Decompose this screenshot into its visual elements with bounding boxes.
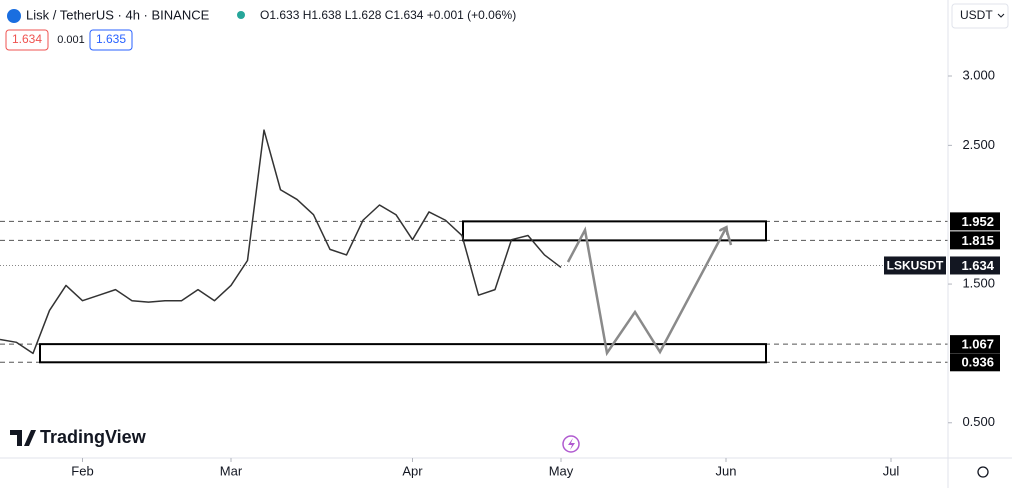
projection-arrow <box>566 228 726 357</box>
ask[interactable]: 1.635 <box>96 32 126 46</box>
events-bolt <box>568 438 575 450</box>
currency-dropdown[interactable] <box>951 3 1009 29</box>
settings-icon[interactable] <box>977 466 989 478</box>
x-tick-label: Feb <box>71 463 93 478</box>
level-label-box <box>950 353 1000 372</box>
level-label: 1.067 <box>961 337 994 352</box>
symbol-label-box <box>884 256 946 275</box>
y-tick-label: 3.000 <box>962 67 995 82</box>
price-line <box>0 129 562 355</box>
spread: 0.001 <box>57 34 85 46</box>
level-label-box <box>950 231 1000 250</box>
symbol-icon <box>7 9 21 23</box>
x-tick-label: May <box>549 463 574 478</box>
buy-box[interactable] <box>89 29 133 51</box>
x-tick-label: Apr <box>402 463 423 478</box>
dropdown-caret <box>997 13 1005 18</box>
x-tick-label: Mar <box>220 463 243 478</box>
level-label-box <box>950 212 1000 231</box>
zone-box <box>39 343 767 364</box>
last-price-box <box>950 256 1000 275</box>
x-tick-label: Jul <box>883 463 900 478</box>
logo-mark <box>10 430 36 446</box>
symbol-label: LSKUSDT <box>887 259 944 273</box>
sell-box[interactable] <box>5 29 49 51</box>
events-icon[interactable] <box>562 435 580 453</box>
y-tick-label: 1.500 <box>962 276 995 291</box>
plot-area <box>0 129 948 364</box>
level-label: 0.936 <box>961 355 994 370</box>
level-label: 1.952 <box>961 214 994 229</box>
zone-box <box>462 220 767 242</box>
ohlc: O1.633 H1.638 L1.628 C1.634 +0.001 (+0.0… <box>260 8 516 22</box>
market-status <box>237 11 245 19</box>
level-label-box <box>950 335 1000 354</box>
x-tick-label: Jun <box>716 463 737 478</box>
y-tick-label: 2.500 <box>962 137 995 152</box>
level-label: 1.815 <box>961 233 994 248</box>
y-tick-label: 0.500 <box>962 414 995 429</box>
symbol-title[interactable]: Lisk / TetherUS · 4h · BINANCE <box>26 7 210 22</box>
projection-arrow-tail <box>724 227 733 246</box>
currency[interactable]: USDT <box>960 8 993 22</box>
bid[interactable]: 1.634 <box>12 32 42 46</box>
last-price-label: 1.634 <box>961 258 994 273</box>
branding: TradingView <box>40 427 147 447</box>
